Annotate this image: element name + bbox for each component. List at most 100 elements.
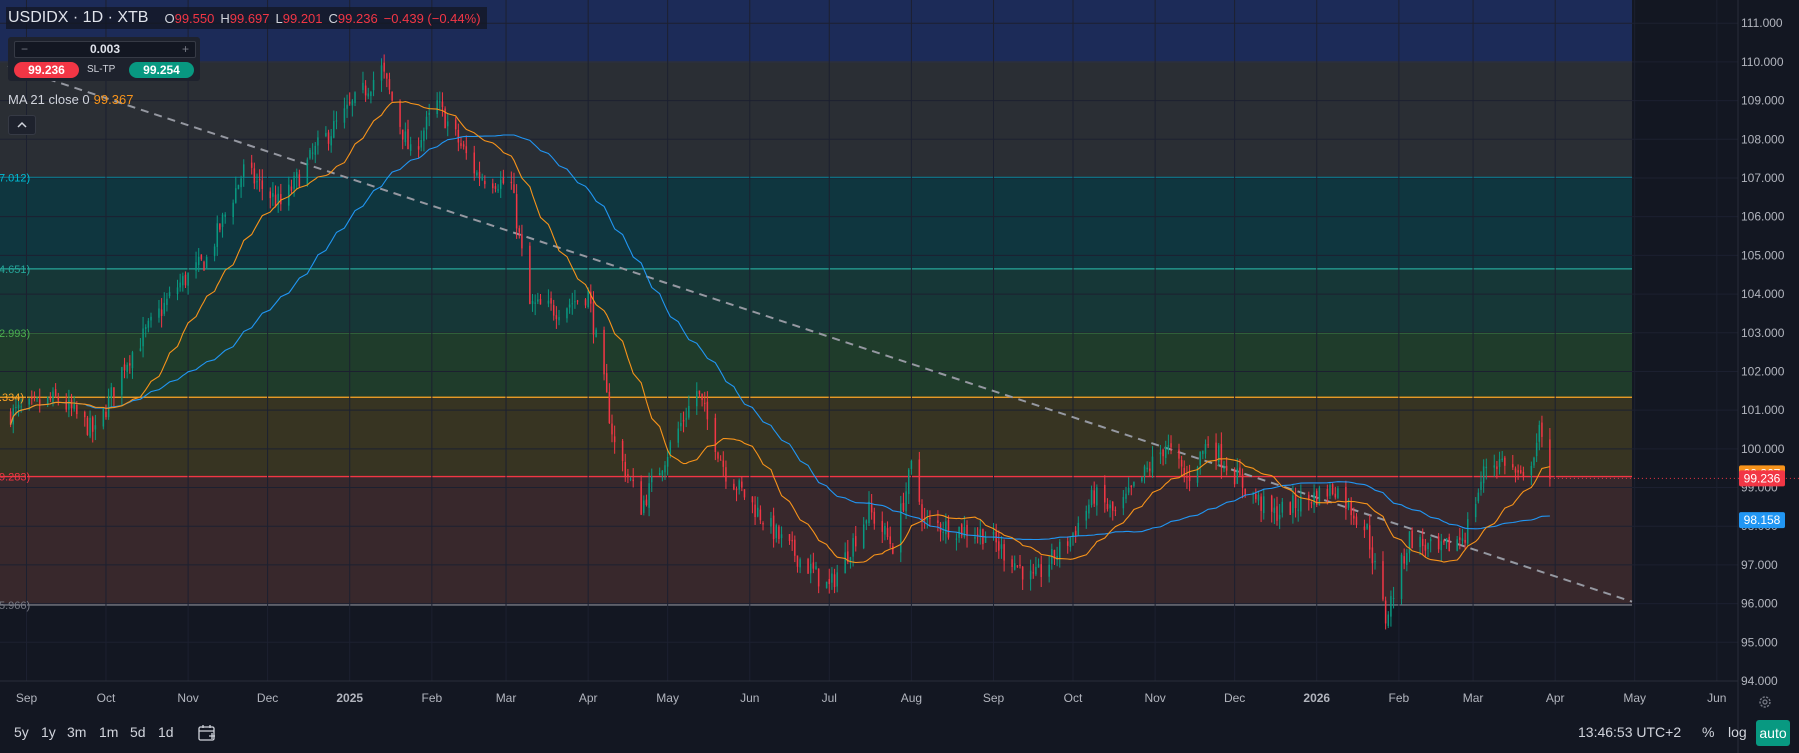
time-tick-label: Mar xyxy=(496,691,517,705)
calendar-icon[interactable] xyxy=(198,724,216,741)
sell-button[interactable]: 99.236 xyxy=(14,62,79,78)
candle-body xyxy=(566,308,568,319)
buy-button[interactable]: 99.254 xyxy=(129,62,194,78)
candle-body xyxy=(362,82,364,91)
quantity-stepper[interactable]: − 0.003 + xyxy=(14,41,196,58)
candle-body xyxy=(791,539,793,542)
price-marker-box xyxy=(1739,470,1785,487)
candle-body xyxy=(688,405,690,418)
candle-body xyxy=(17,404,20,409)
quantity-value[interactable]: 0.003 xyxy=(89,42,121,56)
price-tick-label: 102.000 xyxy=(1741,364,1785,378)
candle-body xyxy=(666,457,669,467)
fib-zone xyxy=(0,61,1633,178)
candle-body xyxy=(110,387,113,399)
change-value: −0.439 (−0.44%) xyxy=(383,10,481,26)
time-tick-label: Feb xyxy=(1389,691,1410,705)
candle-body xyxy=(1504,457,1506,466)
candle-body xyxy=(1037,564,1040,568)
indicator-legend[interactable]: MA 21 close 0 99.367 xyxy=(8,92,133,107)
candle-body xyxy=(205,257,208,269)
price-axis[interactable]: 111.000 110.000 109.000 108.000 107.000 106.0… xyxy=(1737,0,1785,753)
candle-body xyxy=(1096,487,1098,506)
candle-body xyxy=(1411,530,1413,549)
candle-body xyxy=(147,320,150,328)
candle-body xyxy=(513,184,515,193)
candle-body xyxy=(1053,550,1056,560)
candle-body xyxy=(372,80,375,91)
candle-body xyxy=(420,139,423,148)
candle-body xyxy=(317,137,319,146)
auto-scale-toggle[interactable]: auto xyxy=(1756,720,1790,746)
candle-body xyxy=(812,562,815,569)
ma-short-line xyxy=(10,101,1551,564)
symbol-title[interactable]: USDIDX · 1D · XTB xyxy=(8,9,149,26)
candle-body xyxy=(184,274,187,286)
candle-body xyxy=(1149,468,1151,471)
time-tick-label: Dec xyxy=(257,691,278,705)
candle-body xyxy=(1077,522,1080,537)
range-5d-button[interactable]: 5d xyxy=(130,724,146,740)
candle-body xyxy=(1347,500,1350,508)
candle-body xyxy=(277,193,279,205)
candle-body xyxy=(550,298,552,304)
price-tick-label: 104.000 xyxy=(1741,287,1785,301)
candle-body xyxy=(1281,501,1284,513)
candle-body xyxy=(696,391,698,407)
candle-body xyxy=(107,396,110,418)
range-1m-button[interactable]: 1m xyxy=(99,724,119,740)
candle-body xyxy=(1448,536,1450,551)
open-label: O xyxy=(164,10,175,26)
candle-body xyxy=(9,411,12,425)
candle-body xyxy=(1090,489,1093,506)
candle-body xyxy=(1363,526,1366,531)
candle-body xyxy=(574,301,576,303)
candle-body xyxy=(706,401,709,420)
candle-body xyxy=(150,316,152,321)
trade-panel: − 0.003 + 99.236 SL-TP 99.254 xyxy=(8,37,200,81)
collapse-legend-button[interactable] xyxy=(8,115,36,135)
candle-body xyxy=(976,534,979,536)
quantity-decrease-button[interactable]: − xyxy=(21,42,29,56)
clock-display[interactable]: 13:46:53 UTC+2 xyxy=(1578,724,1682,740)
candle-body xyxy=(1122,497,1125,509)
candle-body xyxy=(404,131,407,143)
price-tick-label: 106.000 xyxy=(1741,210,1785,224)
range-1y-button[interactable]: 1y xyxy=(41,724,56,740)
range-3m-button[interactable]: 3m xyxy=(67,724,87,740)
candle-body xyxy=(1109,504,1111,509)
candle-body xyxy=(831,573,833,583)
candle-body xyxy=(592,301,595,335)
candle-body xyxy=(1493,465,1496,468)
candle-body xyxy=(1276,506,1278,521)
trendline-dashed[interactable] xyxy=(7,64,1633,603)
candle-body xyxy=(568,304,571,308)
sl-tp-button[interactable]: SL-TP xyxy=(87,64,116,75)
time-axis[interactable]: Sep Oct Nov Dec 2025 Feb Mar Apr May Jun Jul Aug Sep… xyxy=(0,680,1738,705)
candle-body xyxy=(1000,544,1003,549)
candle-body xyxy=(1270,495,1273,512)
candle-body xyxy=(515,194,518,229)
trendline[interactable] xyxy=(7,64,1633,603)
percent-scale-toggle[interactable]: % xyxy=(1702,724,1715,740)
range-5y-button[interactable]: 5y xyxy=(14,724,29,740)
candle-body xyxy=(794,539,796,556)
candle-body xyxy=(1374,560,1376,563)
grid xyxy=(0,0,1738,682)
candle-body xyxy=(1040,564,1042,577)
candle-body xyxy=(963,526,966,537)
candle-body xyxy=(182,276,184,286)
settings-gear-icon[interactable] xyxy=(1758,695,1772,709)
range-1d-button[interactable]: 1d xyxy=(158,724,174,740)
candle-body xyxy=(1085,510,1087,521)
candle-body xyxy=(1143,466,1146,477)
candle-body xyxy=(1225,465,1228,471)
quantity-increase-button[interactable]: + xyxy=(181,42,189,56)
candle-body xyxy=(274,194,277,207)
candle-body xyxy=(621,440,624,462)
log-scale-toggle[interactable]: log xyxy=(1728,724,1747,740)
candle-body xyxy=(1329,485,1331,496)
candle-body xyxy=(492,183,494,189)
candle-body xyxy=(54,389,57,396)
